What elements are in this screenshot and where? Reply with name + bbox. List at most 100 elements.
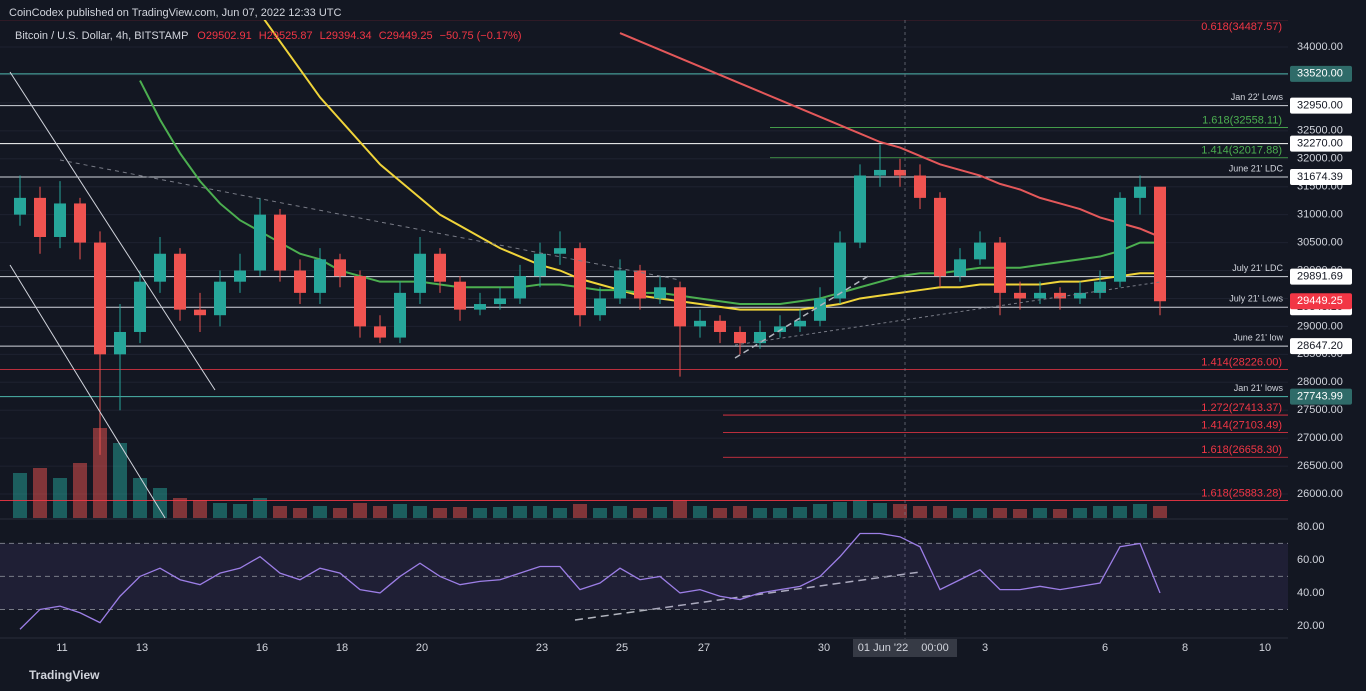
symbol: Bitcoin / U.S. Dollar, 4h, BITSTAMP [15, 30, 189, 42]
volume-bar [293, 508, 307, 518]
candle-body [954, 259, 966, 277]
candle-body [754, 331, 766, 344]
candle-body [354, 276, 366, 327]
candle-body [554, 248, 566, 254]
candle-body [514, 276, 526, 299]
volume-bar [513, 506, 527, 518]
level-label: 32270.00 [1297, 138, 1343, 150]
volume-bar [813, 504, 827, 518]
volume-bar [173, 498, 187, 518]
x-tick-label: 23 [536, 642, 548, 654]
publisher: CoinCodex published on TradingView.com, … [9, 7, 342, 19]
level-note: June 21' LDC [1229, 163, 1284, 173]
candle-body [834, 242, 846, 299]
candle-body [1114, 197, 1126, 282]
candle-body [54, 203, 66, 237]
candle-body [794, 320, 806, 327]
level-note: Jan 21' lows [1234, 383, 1284, 393]
candle-body [414, 253, 426, 293]
candle-body [1014, 292, 1026, 299]
x-tick-label: 25 [616, 642, 628, 654]
volume-bar [753, 508, 767, 518]
ohlc: L29394.34 [319, 30, 372, 42]
candle-body [74, 203, 86, 243]
rsi-tick-label: 80.00 [1297, 521, 1325, 533]
volume-bar [193, 500, 207, 518]
x-tick-label: 30 [818, 642, 830, 654]
level-box [1290, 168, 1352, 185]
level-note: July 21' LDC [1232, 263, 1283, 273]
x-tick-label: 16 [256, 642, 268, 654]
x-tick-label: 00:00 [921, 642, 949, 654]
candle-body [614, 270, 626, 299]
candle-body [494, 298, 506, 305]
volume-bar [353, 503, 367, 518]
x-tick-label: 18 [336, 642, 348, 654]
level-box [1290, 65, 1352, 82]
candle-body [214, 281, 226, 316]
level-note: June 21' low [1233, 332, 1283, 342]
volume-bar [1153, 506, 1167, 518]
y-tick-label: 32000.00 [1297, 153, 1343, 165]
fib-label: 1.618(25883.28) [1201, 487, 1282, 499]
volume-bar [153, 488, 167, 518]
ohlc: H29525.87 [258, 30, 313, 42]
volume-bar [773, 508, 787, 518]
volume-bar [433, 508, 447, 518]
volume-bar [993, 508, 1007, 518]
volume-bar [1033, 508, 1047, 518]
y-tick-label: 26000.00 [1297, 488, 1343, 500]
volume-bar [413, 506, 427, 518]
volume-bar [33, 468, 47, 518]
candle-body [734, 331, 746, 344]
candle-body [1034, 292, 1046, 299]
volume-bar [733, 506, 747, 518]
volume-bar [873, 503, 887, 518]
moving-average [263, 20, 1160, 311]
candle-body [334, 259, 346, 277]
candle-body [874, 169, 886, 176]
candle-body [914, 175, 926, 198]
volume-bar [633, 508, 647, 518]
y-tick-label: 28000.00 [1297, 376, 1343, 388]
volume-bar [233, 504, 247, 518]
fib-label: 1.618(32558.11) [1202, 114, 1282, 126]
last-price-label: 29449.25 [1297, 295, 1343, 307]
drawings [0, 20, 1366, 640]
y-tick-label: 26500.00 [1297, 460, 1343, 472]
rsi-tick-label: 60.00 [1297, 554, 1325, 566]
volume-bar [713, 508, 727, 518]
moving-average [139, 80, 1160, 306]
fib-label: 1.618(26658.30) [1201, 444, 1282, 456]
candle-body [594, 298, 606, 316]
y-tick-label: 29000.00 [1297, 320, 1343, 332]
volume-bar [953, 508, 967, 518]
crosshair-label-box [853, 639, 957, 657]
volume-bar [93, 428, 107, 518]
ohlc: C29449.25 [378, 30, 433, 42]
candle-body [374, 326, 386, 338]
candle-body [174, 253, 186, 310]
volume-bar [1073, 508, 1087, 518]
fib-label: 1.414(27103.49) [1201, 419, 1282, 431]
candle-body [694, 320, 706, 327]
candle-body [674, 287, 686, 327]
level-label: 29891.69 [1297, 270, 1343, 282]
candle-body [894, 169, 906, 176]
volume-bar [13, 473, 27, 518]
volume-bar [853, 500, 867, 518]
rsi-line [19, 532, 1161, 630]
x-tick-label: 11 [56, 642, 67, 654]
x-tick-label: 3 [982, 642, 988, 654]
ohlc: O29502.91 [197, 30, 252, 42]
volume-bar [653, 507, 667, 518]
x-tick-label: 6 [1102, 642, 1108, 654]
volume-bar [553, 508, 567, 518]
candle-body [814, 298, 826, 321]
candle-body [394, 292, 406, 338]
rsi-tick-label: 40.00 [1297, 587, 1325, 599]
x-tick-label: 13 [136, 642, 148, 654]
candle-body [714, 320, 726, 332]
y-tick-label: 32500.00 [1297, 125, 1343, 137]
level-box [1290, 388, 1352, 405]
